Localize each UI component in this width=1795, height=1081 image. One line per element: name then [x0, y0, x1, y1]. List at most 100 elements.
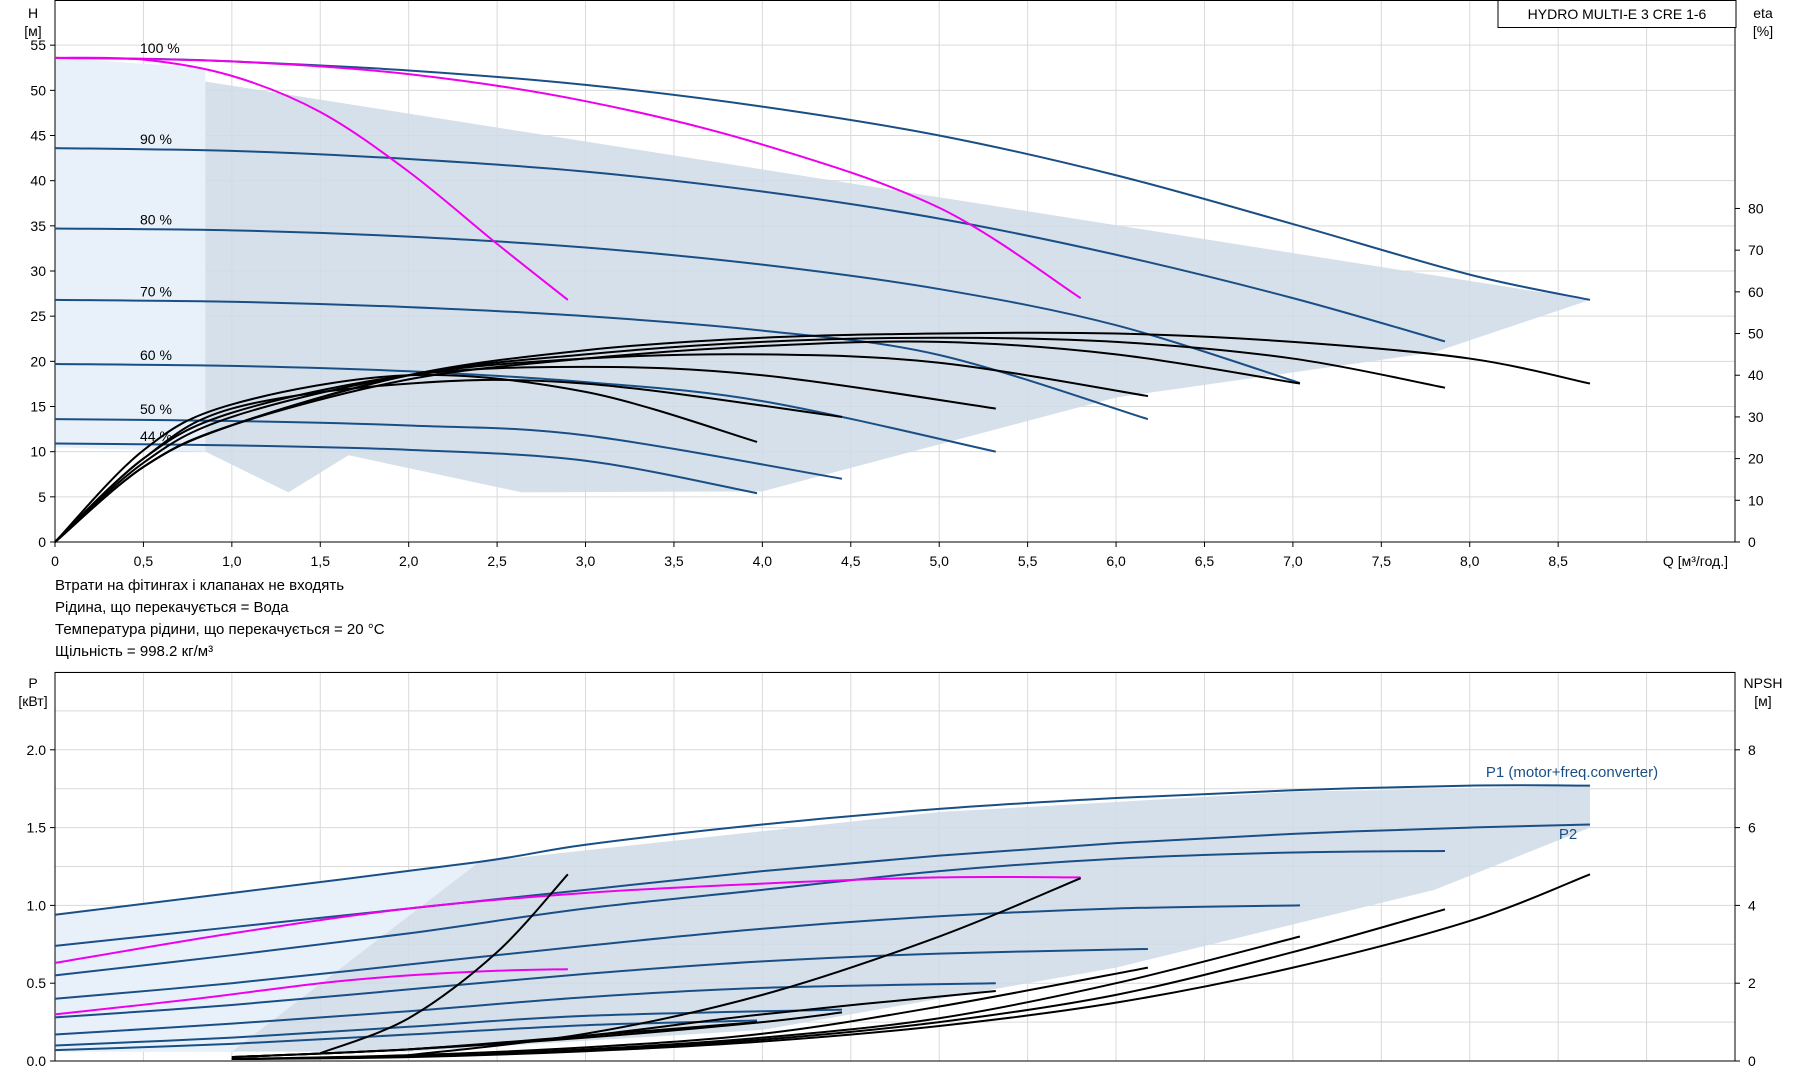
head-x-tick-label: 2,0 — [399, 553, 419, 569]
head-x-tick-label: 3,5 — [664, 553, 684, 569]
head-y2-tick-label: 80 — [1748, 200, 1764, 216]
head-series-line-5 — [54, 418, 843, 480]
head-series-line-12 — [54, 353, 1149, 543]
power-y-tick-label: 0.5 — [27, 975, 47, 991]
power-series-line-8 — [54, 875, 1081, 964]
power-y-axis-unit: [кВт] — [18, 693, 47, 709]
speed-label: 44 % — [140, 428, 172, 444]
speed-label: 50 % — [140, 401, 172, 417]
chart-title-box — [1497, 0, 1737, 28]
p2-series-label: P2 — [1559, 826, 1577, 843]
head-x-tick-label: 2,5 — [487, 553, 507, 569]
head-operating-envelope — [55, 57, 1590, 493]
head-y-tick-label: 20 — [30, 353, 46, 369]
head-y-tick-label: 45 — [30, 128, 46, 144]
head-x-tick-label: 4,5 — [841, 553, 861, 569]
head-y-tick-label: 50 — [30, 82, 46, 98]
head-series-line-8 — [54, 56, 1082, 299]
speed-label: 100 % — [140, 40, 180, 56]
power-y-axis-label: P — [28, 675, 37, 691]
head-y2-tick-label: 30 — [1748, 409, 1764, 425]
power-y2-tick-label: 0 — [1748, 1053, 1756, 1069]
head-x-axis-label: Q [м³/год.] — [1663, 553, 1728, 569]
head-y2-tick-label: 60 — [1748, 284, 1764, 300]
head-x-tick-label: 5,5 — [1018, 553, 1038, 569]
head-x-tick-label: 1,5 — [311, 553, 331, 569]
head-y-tick-label: 10 — [30, 444, 46, 460]
power-series-line-15 — [231, 966, 1149, 1061]
power-y2-axis-unit: [м] — [1754, 693, 1771, 709]
power-y-tick-label: 2.0 — [27, 742, 47, 758]
head-y-tick-label: 55 — [30, 37, 46, 53]
head-x-tick-label: 1,0 — [222, 553, 242, 569]
speed-label: 70 % — [140, 284, 172, 300]
power-y2-tick-label: 2 — [1748, 975, 1756, 991]
note-density: Щільність = 998.2 кг/м³ — [55, 643, 213, 660]
head-x-tick-label: 6,5 — [1195, 553, 1215, 569]
head-y2-axis-label: eta — [1753, 5, 1773, 21]
head-x-tick-label: 0,5 — [134, 553, 154, 569]
head-x-tick-label: 7,5 — [1372, 553, 1392, 569]
speed-label: 90 % — [140, 131, 172, 147]
power-y-tick-label: 1.0 — [27, 897, 47, 913]
power-series-line-18 — [231, 873, 1591, 1061]
power-y-tick-label: 1.5 — [27, 820, 47, 836]
head-y-tick-label: 25 — [30, 308, 46, 324]
power-frame — [54, 672, 1736, 1062]
head-x-tick-label: 5,0 — [929, 553, 949, 569]
head-x-tick-label: 8,5 — [1548, 553, 1568, 569]
p1-series-label: P1 (motor+freq.converter) — [1486, 764, 1658, 781]
chart-title: HYDRO MULTI-E 3 CRE 1-6 — [1528, 6, 1707, 22]
power-y2-tick-label: 8 — [1748, 742, 1756, 758]
head-y-tick-label: 35 — [30, 218, 46, 234]
note-temperature: Температура рідини, що перекачується = 2… — [55, 621, 385, 638]
power-series-line-10 — [319, 873, 569, 1055]
head-series-line-11 — [54, 340, 1301, 543]
head-series-line-2 — [54, 227, 1301, 384]
head-y-axis-unit: [м] — [24, 23, 41, 39]
power-panel: 0.0 0.5 1.0 1.5 2.0 0 2 4 6 8 P [кВт] NPSH [м] P1 (mot… — [18, 671, 1783, 1069]
head-series-line-15 — [54, 373, 758, 543]
head-y2-tick-label: 50 — [1748, 326, 1764, 342]
head-y2-tick-label: 10 — [1748, 492, 1764, 508]
head-x-tick-label: 0 — [51, 553, 59, 569]
power-y-tick-label: 0.0 — [27, 1053, 47, 1069]
head-x-tick-label: 3,0 — [576, 553, 596, 569]
head-series-line-1 — [54, 147, 1446, 343]
head-x-tick-label: 4,0 — [753, 553, 773, 569]
head-y2-tick-label: 40 — [1748, 367, 1764, 383]
power-y2-axis-label: NPSH — [1744, 675, 1783, 691]
power-series-line-4 — [54, 947, 1148, 1019]
head-x-tick-label: 6,0 — [1106, 553, 1126, 569]
head-panel: 0 5 10 15 20 25 30 35 40 45 50 55 0 10 20 30 40 50 60 70 80 H… — [24, 0, 1773, 569]
power-series-line-3 — [54, 904, 1300, 1000]
power-y2-tick-label: 6 — [1748, 820, 1756, 836]
head-series-line-4 — [54, 363, 997, 453]
head-y-tick-label: 5 — [38, 489, 46, 505]
power-series-line-0 — [54, 784, 1590, 916]
head-x-tick-label: 8,0 — [1460, 553, 1480, 569]
head-x-tick-label: 7,0 — [1283, 553, 1303, 569]
head-y2-tick-label: 20 — [1748, 451, 1764, 467]
head-y-tick-label: 30 — [30, 263, 46, 279]
power-series-line-1 — [54, 823, 1591, 947]
power-left-band — [55, 861, 480, 1052]
head-y-tick-label: 0 — [38, 534, 46, 550]
head-y-axis-label: H — [28, 5, 38, 21]
power-operating-envelope — [55, 785, 1590, 1052]
speed-label: 80 % — [140, 211, 172, 227]
power-series-line-5 — [54, 982, 996, 1036]
head-series-line-3 — [54, 298, 1149, 421]
head-y2-axis-unit: [%] — [1753, 23, 1773, 39]
head-y2-tick-label: 70 — [1748, 242, 1764, 258]
power-series-line-14 — [231, 1021, 758, 1059]
power-y2-tick-label: 4 — [1748, 897, 1756, 913]
note-fittings: Втрати на фітингах і клапанах не входять — [55, 577, 344, 594]
note-fluid: Рідина, що перекачується = Вода — [55, 599, 289, 616]
head-y2-tick-label: 0 — [1748, 534, 1756, 550]
power-series-line-2 — [54, 849, 1445, 977]
head-left-band — [55, 57, 206, 452]
head-series-line-14 — [54, 378, 843, 543]
notes: Втрати на фітингах і клапанах не входять… — [55, 577, 385, 660]
